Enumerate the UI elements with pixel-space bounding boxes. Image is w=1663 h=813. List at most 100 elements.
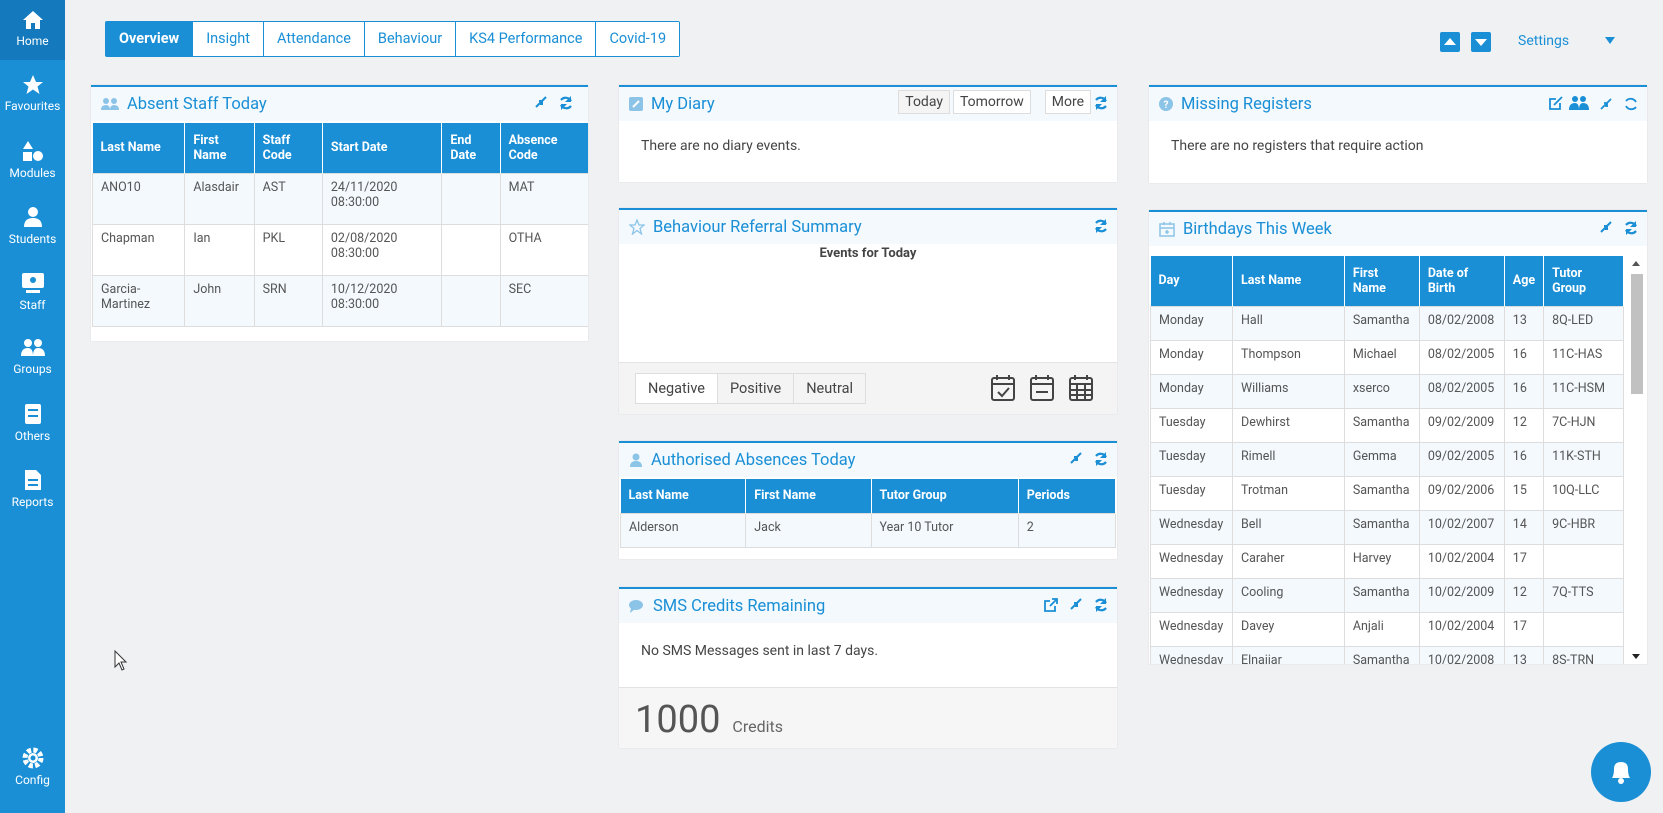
- table-cell: Chapman: [91, 223, 186, 276]
- icon: [22, 747, 43, 769]
- table-row: Wednesday Cooling Samantha 10/02/2009 12 7Q-T…: [1150, 577, 1624, 613]
- table-cell: Monday: [1150, 373, 1233, 409]
- filter-button[interactable]: Negative: [635, 373, 718, 404]
- column-header: Date of Birth: [1419, 256, 1505, 306]
- scrollbar[interactable]: [1629, 256, 1643, 664]
- panel-header: SMS Credits Remaining: [619, 589, 1117, 623]
- refresh-button[interactable]: [1093, 451, 1109, 467]
- table-row: Wednesday Elnajjar Samantha 10/02/2008 13 8S-…: [1150, 645, 1624, 664]
- sidebar: Home Favourites Modules Students Staff G…: [0, 0, 65, 813]
- table-cell: OTHA: [499, 223, 588, 276]
- table-cell: AST: [253, 172, 323, 225]
- refresh-button[interactable]: [1093, 597, 1109, 613]
- table-cell: 11C-HAS: [1543, 339, 1624, 375]
- table-cell: MAT: [499, 172, 588, 225]
- nav-item[interactable]: Config: [0, 747, 65, 787]
- table-row: Wednesday Caraher Harvey 10/02/2004 17: [1150, 543, 1624, 579]
- notifications-button[interactable]: [1590, 741, 1652, 803]
- panel-title: Birthdays This Week: [1183, 219, 1332, 239]
- table-cell: Cooling: [1231, 577, 1345, 613]
- tab[interactable]: Attendance: [263, 22, 364, 56]
- column-header: Staff Code: [254, 123, 323, 173]
- panel-header: Absent Staff Today: [91, 87, 588, 121]
- refresh-button[interactable]: [1623, 220, 1639, 236]
- mouse-cursor: [114, 650, 128, 671]
- filter-button[interactable]: Positive: [717, 373, 795, 404]
- minimise-button[interactable]: [534, 95, 548, 109]
- table-cell: Michael: [1343, 339, 1420, 375]
- tab[interactable]: KS4 Performance: [455, 22, 596, 56]
- icon: [24, 470, 41, 490]
- filter-bar: Negative Positive Neutral: [619, 362, 1117, 414]
- chart-subtitle: Events for Today: [819, 246, 917, 261]
- nav-item[interactable]: Home: [0, 0, 65, 60]
- icon: [22, 141, 43, 161]
- nav-item[interactable]: Modules: [0, 140, 65, 180]
- nav-item[interactable]: Favourites: [0, 75, 65, 113]
- panel-header: Birthdays This Week: [1149, 212, 1647, 246]
- table-cell: 8S-TRN: [1543, 645, 1624, 664]
- diary-buttons: Today Tomorrow More: [895, 90, 1091, 114]
- tab[interactable]: Behaviour: [363, 22, 456, 56]
- table-row: ANO10 Alasdair AST 24/11/2020 08:30:00 MAT: [91, 172, 588, 225]
- expand-all-button[interactable]: [1470, 31, 1492, 53]
- minimise-button[interactable]: [1599, 220, 1613, 234]
- column-header: Tutor Group: [1543, 256, 1624, 306]
- table-row: Chapman Ian PKL 02/08/2020 08:30:00 OTHA: [91, 223, 588, 276]
- table-cell: Davey: [1231, 611, 1345, 647]
- refresh-button[interactable]: [558, 95, 574, 111]
- panel-title: My Diary: [651, 94, 715, 114]
- column-header: Periods: [1018, 479, 1117, 513]
- diary-button[interactable]: Tomorrow: [952, 90, 1031, 114]
- column-header: Absence Code: [500, 123, 588, 173]
- table-cell: 10/02/2004: [1418, 543, 1505, 579]
- panel-actions[interactable]: [1549, 94, 1639, 112]
- collapse-all-button[interactable]: [1439, 31, 1461, 53]
- table-cell: Wednesday: [1150, 577, 1233, 613]
- icon: [629, 219, 645, 235]
- icon: [20, 339, 45, 356]
- settings-menu[interactable]: Settings: [1518, 33, 1616, 49]
- column-header: Age: [1504, 256, 1545, 306]
- credits-value: 1000: [635, 698, 721, 742]
- minimise-button[interactable]: [1069, 451, 1083, 465]
- table-cell: 09/02/2005: [1418, 441, 1505, 477]
- diary-button[interactable]: More: [1044, 90, 1091, 114]
- tab[interactable]: Insight: [192, 22, 264, 56]
- table-row: Monday Williams xserco 08/02/2005 16 11C-HSM: [1150, 373, 1624, 409]
- table-cell: Alasdair: [184, 172, 255, 225]
- table-cell: 08/02/2008: [1418, 305, 1505, 341]
- diary-button[interactable]: Today: [898, 90, 950, 114]
- icon: [22, 75, 43, 94]
- column-header: Last Name: [620, 479, 747, 513]
- table-cell: Elnajjar: [1231, 645, 1345, 664]
- open-button[interactable]: [1043, 597, 1059, 613]
- nav-item[interactable]: Others: [0, 403, 65, 443]
- table-cell: 16: [1503, 441, 1545, 477]
- table-cell: 02/08/2020 08:30:00: [321, 223, 443, 276]
- refresh-button[interactable]: [1093, 218, 1109, 234]
- date-range-icons[interactable]: [989, 373, 1099, 403]
- filter-group: Negative Positive Neutral: [635, 373, 867, 404]
- nav-item[interactable]: Students: [0, 206, 65, 246]
- icon: [24, 404, 41, 424]
- refresh-button[interactable]: [1093, 95, 1109, 111]
- table-cell: Samantha: [1343, 645, 1420, 664]
- filter-button[interactable]: Neutral: [794, 373, 867, 404]
- nav-item[interactable]: Reports: [0, 469, 65, 509]
- nav-item[interactable]: Staff: [0, 272, 65, 312]
- table-cell: 8Q-LED: [1543, 305, 1624, 341]
- nav-item[interactable]: Groups: [0, 338, 65, 376]
- table-cell: 14: [1503, 509, 1545, 545]
- tab[interactable]: Covid-19: [595, 22, 680, 56]
- minimise-button[interactable]: [1069, 597, 1083, 611]
- missing-registers-panel: ? Missing Registers There are no register…: [1149, 85, 1647, 183]
- tab[interactable]: Overview: [106, 22, 193, 56]
- panel-title: Authorised Absences Today: [651, 450, 856, 470]
- nav-label: Config: [15, 773, 50, 787]
- column-header: First Name: [745, 479, 872, 513]
- my-diary-panel: My Diary Today Tomorrow More There are no …: [619, 85, 1117, 182]
- empty-message: There are no registers that require acti…: [1171, 138, 1424, 154]
- panel-title: Absent Staff Today: [127, 94, 267, 114]
- table-cell: ANO10: [91, 172, 186, 225]
